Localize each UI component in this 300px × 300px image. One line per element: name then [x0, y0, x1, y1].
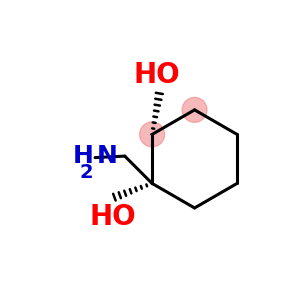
Circle shape	[182, 98, 207, 122]
Text: H: H	[73, 144, 94, 168]
Text: 2: 2	[80, 163, 94, 182]
Text: N: N	[97, 144, 117, 168]
Text: HO: HO	[133, 61, 180, 89]
Text: HO: HO	[90, 203, 136, 231]
Circle shape	[140, 122, 165, 147]
